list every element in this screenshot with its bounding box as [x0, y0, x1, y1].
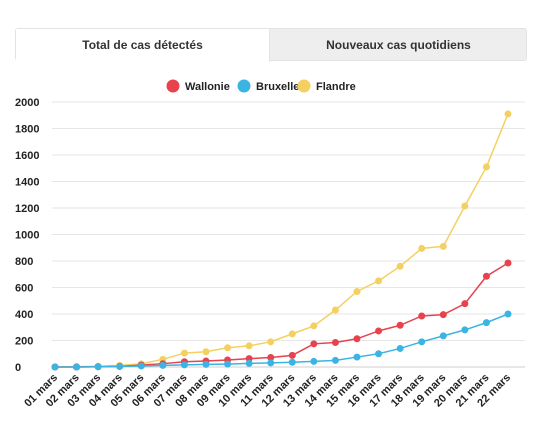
data-point-flandre	[375, 277, 383, 285]
data-point-flandre	[224, 344, 232, 352]
data-point-bruxelles	[396, 344, 404, 352]
data-point-bruxelles	[116, 362, 124, 370]
grid	[52, 101, 525, 368]
legend: Wallonie Bruxelles Flandre	[166, 79, 356, 93]
data-point-bruxelles	[159, 361, 167, 369]
data-point-flandre	[482, 163, 490, 171]
data-point-wallonie	[288, 351, 296, 359]
data-point-wallonie	[439, 311, 447, 319]
data-point-wallonie	[418, 312, 426, 320]
series-group	[51, 110, 512, 371]
data-point-wallonie	[331, 338, 339, 346]
data-point-bruxelles	[504, 310, 512, 318]
data-point-flandre	[288, 330, 296, 338]
tab-total-cases[interactable]: Total de cas détectés	[16, 29, 270, 62]
data-point-bruxelles	[482, 319, 490, 327]
y-tick-label: 1400	[15, 177, 39, 189]
data-point-bruxelles	[288, 358, 296, 366]
legend-marker	[166, 79, 180, 93]
tab-daily-cases[interactable]: Nouveaux cas quotidiens	[326, 38, 471, 52]
data-point-flandre	[396, 262, 404, 270]
data-point-wallonie	[267, 353, 275, 361]
legend-label: Wallonie	[185, 81, 230, 93]
data-point-flandre	[180, 349, 188, 357]
chart-tabs: Total de cas détectés Nouveaux cas quoti…	[15, 28, 527, 62]
y-axis: 0 200 400 600 800 1000 1200 1400 1600 1800 2000	[15, 97, 39, 374]
data-point-wallonie	[375, 327, 383, 335]
series-line-flandre	[54, 113, 509, 368]
data-point-flandre	[461, 202, 469, 210]
data-point-wallonie	[504, 259, 512, 267]
data-point-bruxelles	[461, 326, 469, 334]
y-tick-label: 400	[15, 309, 33, 321]
y-tick-label: 200	[15, 336, 33, 348]
data-point-flandre	[245, 342, 253, 350]
y-tick-label: 600	[15, 283, 33, 295]
data-point-bruxelles	[245, 359, 253, 367]
data-point-flandre	[353, 287, 361, 295]
y-tick-label: 1600	[15, 150, 39, 162]
data-point-flandre	[418, 244, 426, 252]
data-point-wallonie	[310, 340, 318, 348]
y-tick-label: 1000	[15, 230, 39, 242]
data-point-bruxelles	[73, 363, 81, 371]
data-point-bruxelles	[224, 360, 232, 368]
data-point-bruxelles	[94, 363, 102, 371]
y-tick-label: 0	[15, 362, 21, 374]
data-point-flandre	[202, 348, 210, 356]
data-point-flandre	[504, 110, 512, 118]
data-point-bruxelles	[51, 363, 59, 371]
data-point-wallonie	[482, 272, 490, 280]
y-tick-label: 1800	[15, 124, 39, 136]
data-point-flandre	[310, 322, 318, 330]
data-point-bruxelles	[137, 362, 145, 370]
data-point-bruxelles	[353, 353, 361, 361]
legend-marker	[237, 79, 251, 93]
data-point-bruxelles	[310, 357, 318, 365]
y-tick-label: 2000	[15, 97, 39, 109]
legend-label: Flandre	[316, 81, 356, 93]
data-point-flandre	[267, 338, 275, 346]
data-point-bruxelles	[267, 359, 275, 367]
data-point-bruxelles	[180, 361, 188, 369]
legend-label: Bruxelles	[256, 81, 306, 93]
legend-marker	[297, 79, 311, 93]
data-point-bruxelles	[418, 338, 426, 346]
data-point-flandre	[439, 242, 447, 250]
data-point-bruxelles	[331, 356, 339, 364]
data-point-flandre	[331, 306, 339, 314]
data-point-wallonie	[396, 321, 404, 329]
series-line-bruxelles	[55, 313, 509, 368]
data-point-wallonie	[461, 300, 469, 308]
y-tick-label: 1200	[15, 203, 39, 215]
data-point-bruxelles	[439, 332, 447, 340]
data-point-wallonie	[353, 335, 361, 343]
y-tick-label: 800	[15, 256, 33, 268]
data-point-bruxelles	[375, 350, 383, 358]
data-point-bruxelles	[202, 360, 210, 368]
